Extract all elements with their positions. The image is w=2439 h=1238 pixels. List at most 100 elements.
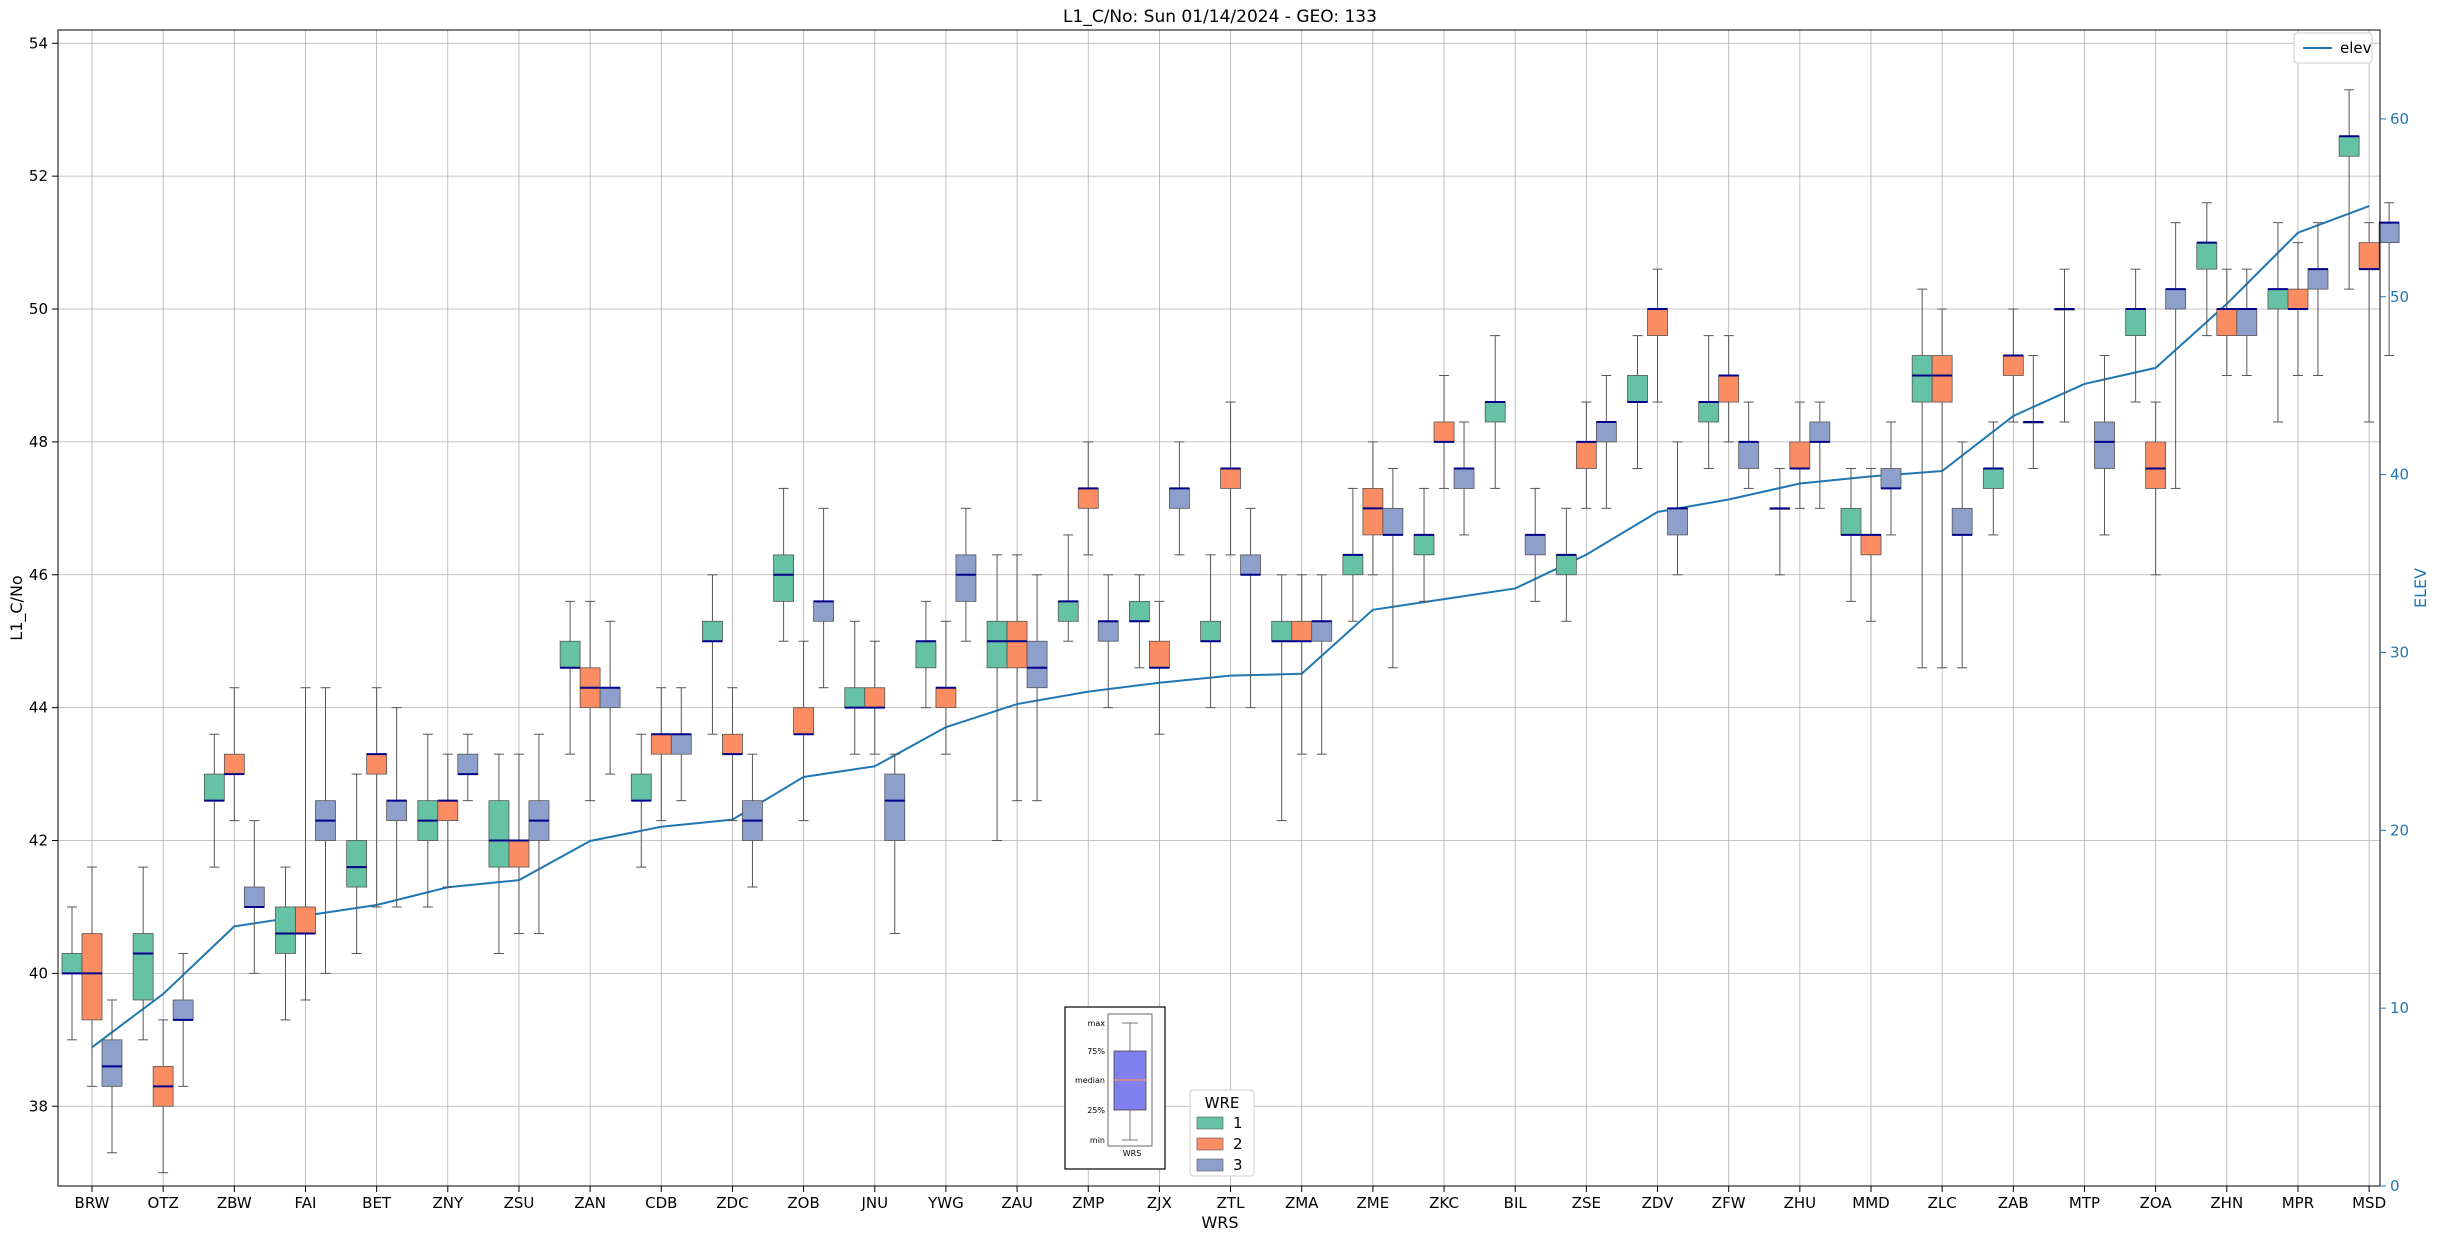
x-tick-label-fai: FAI	[295, 1194, 317, 1212]
y2-tick-label-4: 40	[2390, 466, 2409, 484]
box-bet-wre1	[346, 840, 368, 888]
box-zme-wre1	[1342, 554, 1364, 576]
box-zny-wre3	[457, 753, 479, 775]
x-tick-label-zhu: ZHU	[1784, 1194, 1817, 1212]
x-tick-label-mmd: MMD	[1852, 1194, 1889, 1212]
x-tick-label-cdb: CDB	[645, 1194, 677, 1212]
plot-frame	[57, 29, 2381, 1187]
legend-elev-label: elev	[2340, 39, 2372, 57]
x-tick-label-zse: ZSE	[1572, 1194, 1601, 1212]
box-zdc-wre2	[722, 733, 743, 755]
x-tick-label-zsu: ZSU	[504, 1194, 535, 1212]
box-brw-wre3	[101, 1039, 123, 1087]
box-zse-wre1	[1555, 554, 1577, 576]
box-ztl-wre1	[1200, 620, 1221, 642]
box-ywg-wre2	[935, 687, 957, 709]
y2-tick-label-2: 20	[2390, 821, 2409, 839]
box-zlc-wre3	[1951, 507, 1973, 536]
box-ywg-wre3	[955, 554, 977, 602]
box-zau-wre2	[1006, 620, 1028, 669]
box-zoa-wre3	[2165, 288, 2187, 310]
box-zob-wre1	[773, 554, 794, 602]
box-zhu-wre2	[1789, 441, 1811, 469]
box-bil-wre1	[1484, 401, 1506, 423]
box-mpr-wre2	[2287, 288, 2309, 310]
box-zny-wre2	[437, 800, 459, 821]
box-zse-wre3	[1595, 421, 1617, 443]
x-tick-label-zjx: ZJX	[1147, 1194, 1172, 1212]
box-mmd-wre2	[1860, 534, 1882, 556]
y2-axis-label: ELEV	[2411, 568, 2430, 608]
box-zhn-wre1	[2196, 242, 2218, 270]
box-zoa-wre1	[2125, 308, 2147, 337]
x-tick-label-mpr: MPR	[2282, 1194, 2314, 1212]
box-zob-wre2	[793, 707, 814, 735]
box-jnu-wre3	[884, 773, 906, 841]
box-msd-wre1	[2338, 135, 2360, 157]
box-zsu-wre1	[488, 800, 510, 868]
box-zmp-wre3	[1097, 620, 1119, 642]
box-ztl-wre2	[1220, 468, 1241, 489]
legend-elev: elev	[2293, 32, 2373, 64]
inset-label-75: 75%	[1087, 1047, 1105, 1056]
box-bet-wre2	[366, 753, 388, 775]
box-fai-wre2	[295, 906, 316, 934]
legend-wre-swatch-2	[1196, 1137, 1224, 1151]
inset-xlabel: WRS	[1123, 1149, 1142, 1158]
x-tick-label-zmp: ZMP	[1072, 1194, 1104, 1212]
box-bil-wre3	[1524, 534, 1546, 556]
box-zfw-wre2	[1718, 375, 1740, 403]
inset-label-median: median	[1075, 1076, 1105, 1085]
x-tick-label-zfw: ZFW	[1712, 1194, 1746, 1212]
box-zfw-wre1	[1698, 401, 1720, 423]
box-ywg-wre1	[915, 640, 937, 669]
y-tick-label-1: 40	[29, 964, 48, 982]
box-zab-wre2	[2002, 355, 2024, 376]
x-tick-label-zab: ZAB	[1998, 1194, 2029, 1212]
x-tick-label-msd: MSD	[2352, 1194, 2386, 1212]
x-tick-label-zdv: ZDV	[1642, 1194, 1675, 1212]
legend-wre-label-2: 2	[1233, 1135, 1243, 1153]
legend-wre-frame	[1189, 1089, 1255, 1177]
box-mpr-wre1	[2267, 288, 2289, 310]
box-zab-wre1	[1982, 468, 2004, 489]
y-tick-label-4: 46	[29, 566, 48, 584]
box-zhn-wre3	[2236, 308, 2258, 337]
x-tick-label-ztl: ZTL	[1217, 1194, 1245, 1212]
box-zan-wre3	[599, 687, 621, 709]
y-tick-label-0: 38	[29, 1097, 48, 1115]
y-axis-label: L1_C/No	[7, 575, 27, 640]
grid-lines	[58, 30, 2380, 1186]
inset-label-min: min	[1090, 1136, 1105, 1145]
box-zau-wre1	[986, 620, 1008, 669]
box-zlc-wre2	[1931, 355, 1953, 403]
box-zma-wre2	[1291, 620, 1313, 642]
box-zbw-wre3	[243, 886, 265, 908]
elev-line	[91, 205, 2370, 1049]
x-tick-label-jnu: JNU	[860, 1194, 888, 1212]
y-tick-label-2: 42	[29, 832, 48, 850]
box-zau-wre3	[1026, 640, 1048, 689]
box-zfw-wre3	[1738, 441, 1760, 469]
x-tick-label-zbw: ZBW	[217, 1194, 252, 1212]
box-brw-wre2	[81, 933, 103, 1021]
legend-wre-title: WRE	[1205, 1094, 1240, 1112]
y2-tick-label-1: 10	[2390, 999, 2409, 1017]
axes: 38 40 42 44 46 48 50 52 54 0 10 20 30 40 50 60 BRW OTZ ZBW…	[29, 29, 2409, 1212]
box-zjx-wre1	[1129, 600, 1150, 622]
box-zbw-wre2	[223, 753, 245, 775]
x-tick-label-zma: ZMA	[1285, 1194, 1319, 1212]
box-zkc-wre3	[1453, 468, 1475, 489]
box-zdc-wre1	[702, 620, 723, 642]
y2-tick-label-5: 50	[2390, 288, 2409, 306]
x-tick-label-ywg: YWG	[927, 1194, 964, 1212]
x-tick-label-zau: ZAU	[1001, 1194, 1033, 1212]
y2-tick-label-3: 30	[2390, 643, 2409, 661]
box-zma-wre1	[1271, 620, 1293, 642]
x-tick-label-brw: BRW	[75, 1194, 110, 1212]
y-tick-label-3: 44	[29, 699, 48, 717]
box-otz-wre3	[172, 999, 194, 1021]
box-zan-wre1	[559, 640, 581, 669]
chart-title: L1_C/No: Sun 01/14/2024 - GEO: 133	[1063, 7, 1377, 27]
